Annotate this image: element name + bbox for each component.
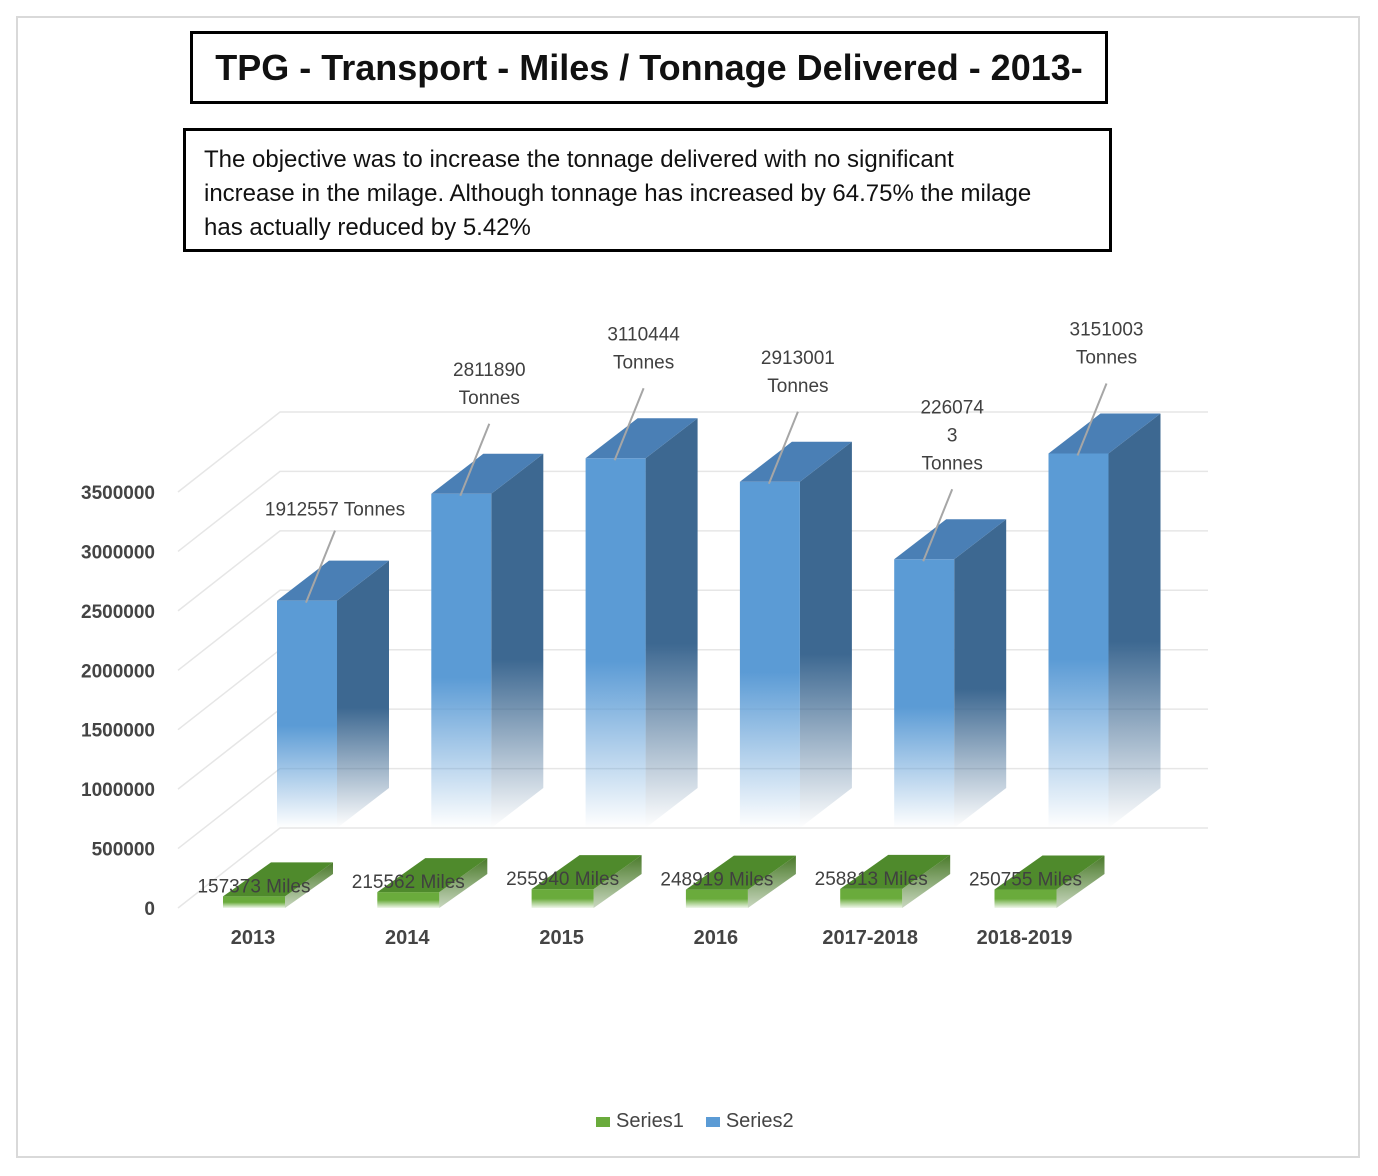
chart-title: TPG - Transport - Miles / Tonnage Delive… [215,46,1083,88]
data-label-line: 3110444 [607,324,680,345]
bar-series2 [431,493,492,828]
leader-line [305,530,336,604]
bar-series2-top [894,519,1007,560]
data-label-series2: 3151003 Tonnes [1070,319,1144,368]
bar-series2-side [799,441,852,828]
gridline [177,411,1208,493]
data-label-line: Tonnes [1076,347,1137,368]
bar-series1 [840,888,903,908]
data-label-series1: 250755 Miles [969,870,1082,891]
legend-item-series1: Series1 [596,1110,684,1133]
leader-line [459,423,491,497]
x-tick-label: 2013 [231,927,276,949]
leader-line [922,488,954,562]
bar-series2 [585,458,646,828]
data-label-series1: 255940 Miles [506,869,619,890]
gridline [177,470,1208,553]
bar-series2-top [585,418,698,459]
bar-series2-side [491,453,544,828]
legend-label-series1: Series1 [616,1110,684,1132]
bar-series1-side [285,862,333,908]
legend: Series1 Series2 [596,1110,794,1133]
data-label-series1: 258813 Miles [815,869,928,890]
bar-series1 [994,889,1057,908]
bar-series2-top [277,560,389,601]
data-label-line: Tonnes [459,388,520,409]
bar-series2-side [954,519,1007,828]
data-label-series2: 2913001 Tonnes [761,348,835,397]
y-tick-label: 500000 [92,840,155,861]
x-tick-label: 2017-2018 [822,927,918,949]
y-tick-label: 0 [144,899,155,920]
data-label-line: 2811890 [453,360,526,381]
data-label-line: 1912557 Tonnes [265,500,405,521]
data-label-line: 3151003 [1070,319,1144,340]
data-label-line: 3 [947,425,958,446]
bar-series1-top [685,855,796,890]
x-tick-label: 2016 [694,927,739,949]
legend-item-series2: Series2 [705,1110,794,1133]
data-label-series2: 1912557 Tonnes [265,500,405,521]
leader-line [1076,383,1108,456]
bar-series2-side [337,560,389,828]
bar-series1-top [223,862,333,897]
legend-swatch-series1 [596,1116,610,1127]
bar-series1-top [531,855,642,890]
bar-series1-side [902,854,951,908]
data-label-series1: 157373 Miles [197,876,310,897]
y-tick-label: 1000000 [81,780,155,801]
data-label-line: Tonnes [767,376,828,397]
bar-series1-side [1056,855,1105,908]
bar-series2-side [1108,413,1161,828]
legend-label-series2: Series2 [725,1110,794,1132]
bar-series1 [685,889,748,908]
bar-series1-side [593,855,642,908]
leader-line [767,411,799,485]
gridline [177,530,1208,612]
chart-frame [16,16,1360,1158]
data-label-series2: 226074 3 Tonnes [920,397,984,474]
legend-swatch-series2 [705,1116,720,1127]
bar-series1 [377,892,440,908]
bar-series1 [223,896,285,908]
data-label-series1: 248919 Miles [660,870,773,891]
leader-line [613,387,645,461]
y-tick-label: 2000000 [81,661,155,682]
bar-series2 [894,559,955,828]
bar-series2-side [645,418,698,828]
bar-series2-top [431,453,544,494]
bar-series1-top [994,855,1105,890]
data-label-series1: 215562 Miles [352,872,465,893]
bar-series1-side [439,858,488,908]
y-tick-label: 1500000 [81,721,155,742]
y-tick-label: 3000000 [81,542,155,563]
annotation-box: The objective was to increase the tonnag… [183,128,1112,252]
bar-series2 [277,600,337,828]
x-tick-label: 2014 [385,927,430,949]
data-label-series2: 2811890 Tonnes [453,360,526,409]
bar-series1 [531,889,594,908]
bar-series2 [739,481,800,828]
annotation-line-2: increase in the milage. Although tonnage… [204,180,1032,207]
bar-series2-top [739,441,852,482]
bar-series1-top [377,858,488,893]
y-tick-label: 3500000 [81,483,155,504]
x-tick-label: 2018-2019 [977,927,1073,949]
annotation-line-1: The objective was to increase the tonnag… [204,146,954,173]
data-label-series2: 3110444 Tonnes [607,324,680,373]
data-label-line: Tonnes [922,453,983,474]
data-label-line: 2913001 [761,348,835,369]
bar-series2 [1048,453,1109,828]
data-label-line: Tonnes [613,352,674,373]
x-tick-label: 2015 [539,927,584,949]
annotation-line-3: has actually reduced by 5.42% [204,214,531,241]
bar-series1-side [747,855,796,908]
bar-series2-top [1048,413,1161,454]
chart-title-box: TPG - Transport - Miles / Tonnage Delive… [190,31,1108,104]
y-tick-label: 2500000 [81,602,155,623]
bar-series1-top [840,854,951,889]
data-label-line: 226074 [920,397,984,418]
